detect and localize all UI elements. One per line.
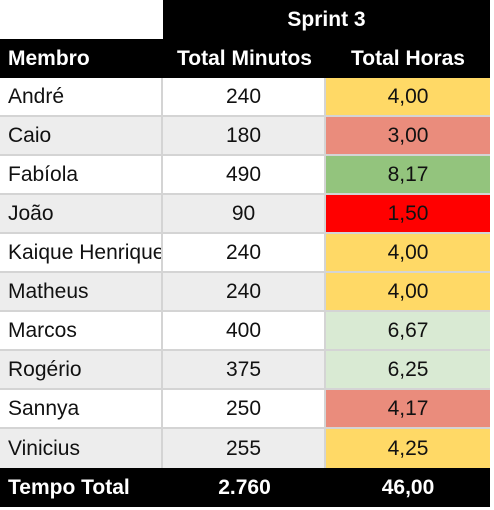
member-name-cell[interactable]: Kaique Henrique xyxy=(0,234,163,271)
table-row: Marcos 400 6,67 xyxy=(0,312,490,351)
table-row: Fabíola 490 8,17 xyxy=(0,156,490,195)
total-horas-cell[interactable]: 8,17 xyxy=(326,156,490,193)
total-horas-cell[interactable]: 6,67 xyxy=(326,312,490,349)
total-horas-cell[interactable]: 4,00 xyxy=(326,273,490,310)
total-horas[interactable]: 46,00 xyxy=(326,468,490,507)
total-horas-cell[interactable]: 4,00 xyxy=(326,78,490,115)
header-row: Membro Total Minutos Total Horas xyxy=(0,39,490,78)
total-horas-cell[interactable]: 1,50 xyxy=(326,195,490,232)
total-horas-cell[interactable]: 3,00 xyxy=(326,117,490,154)
total-horas-cell[interactable]: 4,25 xyxy=(326,429,490,468)
member-name-cell[interactable]: Fabíola xyxy=(0,156,163,193)
table-row: Kaique Henrique 240 4,00 xyxy=(0,234,490,273)
total-minutos-cell[interactable]: 375 xyxy=(163,351,326,388)
total-minutos-cell[interactable]: 240 xyxy=(163,78,326,115)
total-minutos-cell[interactable]: 490 xyxy=(163,156,326,193)
column-header-total-horas[interactable]: Total Horas xyxy=(326,39,490,78)
member-name-cell[interactable]: Caio xyxy=(0,117,163,154)
total-row: Tempo Total 2.760 46,00 xyxy=(0,468,490,507)
total-minutos-cell[interactable]: 240 xyxy=(163,234,326,271)
member-name-cell[interactable]: João xyxy=(0,195,163,232)
title-row: Sprint 3 xyxy=(0,0,490,39)
column-header-membro[interactable]: Membro xyxy=(0,39,163,78)
table-row: João 90 1,50 xyxy=(0,195,490,234)
total-minutos-cell[interactable]: 255 xyxy=(163,429,326,468)
member-name-cell[interactable]: André xyxy=(0,78,163,115)
member-name-cell[interactable]: Vinicius xyxy=(0,429,163,468)
total-minutos[interactable]: 2.760 xyxy=(163,468,326,507)
member-name-cell[interactable]: Rogério xyxy=(0,351,163,388)
sprint-title[interactable]: Sprint 3 xyxy=(163,0,490,39)
member-name-cell[interactable]: Sannya xyxy=(0,390,163,427)
empty-corner-cell[interactable] xyxy=(0,0,163,39)
total-label[interactable]: Tempo Total xyxy=(0,468,163,507)
total-minutos-cell[interactable]: 90 xyxy=(163,195,326,232)
table-row: Matheus 240 4,00 xyxy=(0,273,490,312)
total-minutos-cell[interactable]: 180 xyxy=(163,117,326,154)
total-minutos-cell[interactable]: 250 xyxy=(163,390,326,427)
table-row: Vinicius 255 4,25 xyxy=(0,429,490,468)
table-row: Caio 180 3,00 xyxy=(0,117,490,156)
member-name-cell[interactable]: Marcos xyxy=(0,312,163,349)
table-row: André 240 4,00 xyxy=(0,78,490,117)
total-horas-cell[interactable]: 4,17 xyxy=(326,390,490,427)
column-header-total-minutos[interactable]: Total Minutos xyxy=(163,39,326,78)
table-row: Sannya 250 4,17 xyxy=(0,390,490,429)
total-horas-cell[interactable]: 4,00 xyxy=(326,234,490,271)
table-row: Rogério 375 6,25 xyxy=(0,351,490,390)
member-name-cell[interactable]: Matheus xyxy=(0,273,163,310)
total-minutos-cell[interactable]: 240 xyxy=(163,273,326,310)
total-horas-cell[interactable]: 6,25 xyxy=(326,351,490,388)
total-minutos-cell[interactable]: 400 xyxy=(163,312,326,349)
